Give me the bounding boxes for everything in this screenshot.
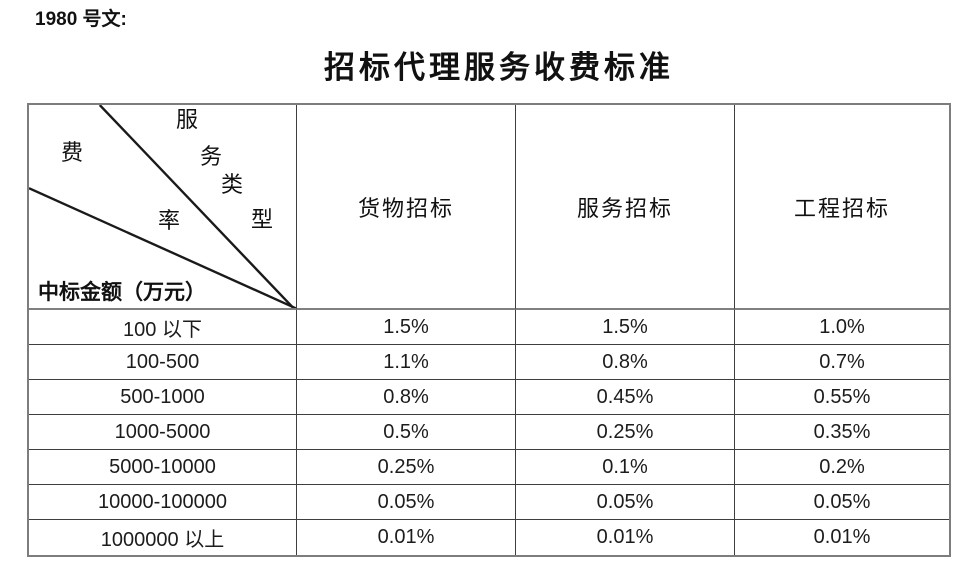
diagonal-split-lines xyxy=(29,105,296,308)
fee-value-services: 0.8% xyxy=(516,345,735,380)
fee-value-goods: 0.8% xyxy=(297,380,516,415)
fee-value-goods: 1.1% xyxy=(297,345,516,380)
fee-rate-char: 费 xyxy=(61,140,84,165)
row-range-label: 500-1000 xyxy=(29,380,297,415)
fee-value-services: 0.01% xyxy=(516,520,735,555)
fee-value-goods: 0.5% xyxy=(297,415,516,450)
fee-value-engineering: 0.35% xyxy=(735,415,949,450)
service-type-char: 务 xyxy=(200,144,223,169)
fee-value-services: 0.25% xyxy=(516,415,735,450)
fee-value-engineering: 0.01% xyxy=(813,526,871,548)
fee-value-goods: 0.01% xyxy=(297,520,516,555)
fee-value-engineering: 0.05% xyxy=(735,485,949,520)
column-header-engineering: 工程招标 xyxy=(735,105,949,310)
fee-value-services: 1.5% xyxy=(516,310,735,345)
fee-value-engineering: 0.2% xyxy=(735,450,949,485)
row-range-label: 10000-100000 xyxy=(29,485,297,520)
doc-number: 1980 号文: xyxy=(35,9,127,30)
fee-value-services: 0.45% xyxy=(516,380,735,415)
service-type-char: 型 xyxy=(251,207,274,232)
fee-value-services: 0.1% xyxy=(516,450,735,485)
row-range-label: 1000-5000 xyxy=(29,415,297,450)
service-type-char: 类 xyxy=(221,172,244,197)
fee-value-engineering: 1.0% xyxy=(735,310,949,345)
fee-value-goods: 0.05% xyxy=(297,485,516,520)
corner-amount-label: 中标金额（万元） xyxy=(38,280,206,304)
row-range-label: 5000-10000 xyxy=(29,450,297,485)
fee-standard-table: 服 费 务 类 率 型 中标金额（万元） 货物招标 服务招标 工程招标 100 … xyxy=(27,103,951,557)
fee-rate-char: 率 xyxy=(158,208,181,233)
fee-value-goods: 0.25% xyxy=(297,450,516,485)
row-range-label: 100 以下 xyxy=(29,310,297,345)
column-header-goods: 货物招标 xyxy=(297,105,516,310)
fee-value-engineering: 0.7% xyxy=(735,345,949,380)
service-type-char: 服 xyxy=(176,107,199,132)
row-range-label: 1000000 以上 xyxy=(29,520,297,555)
row-range-label: 100-500 xyxy=(29,345,297,380)
column-header-services: 服务招标 xyxy=(516,105,735,310)
page-title: 招标代理服务收费标准 xyxy=(324,50,674,85)
fee-value-goods: 1.5% xyxy=(297,310,516,345)
fee-value-services: 0.05% xyxy=(516,485,735,520)
fee-value-engineering: 0.55% xyxy=(735,380,949,415)
table-corner-cell: 服 费 务 类 率 型 中标金额（万元） xyxy=(29,105,297,310)
